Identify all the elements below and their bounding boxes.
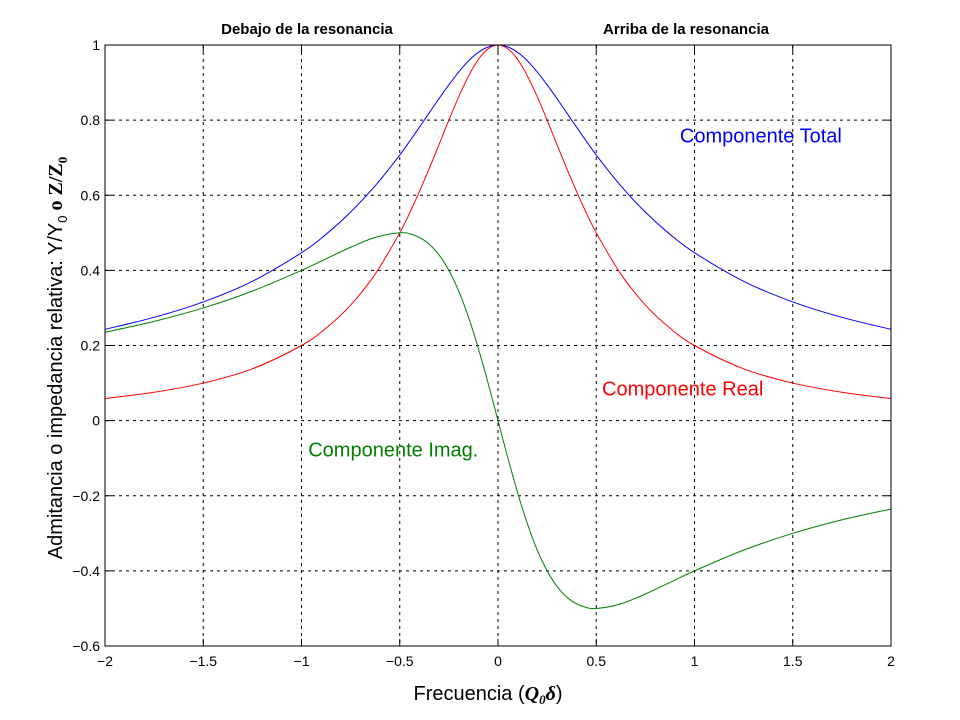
y-axis-label-prefix: Admitancia o impedancia relativa: Y/Y: [45, 223, 67, 559]
x-tick-label-0: 0: [494, 653, 502, 669]
x-axis-label-delta: δ: [546, 683, 556, 705]
x-tick-label-0-5: −0.5: [386, 653, 414, 669]
y-tick-label-0-6: −0.6: [72, 638, 100, 654]
x-tick-label-1: −1: [294, 653, 310, 669]
x-tick-label-1: 1: [691, 653, 699, 669]
x-tick-label-2: −2: [97, 653, 113, 669]
x-axis-label-subscript: 0: [539, 692, 546, 707]
top-label-left: Debajo de la resonancia: [221, 21, 393, 38]
series-line-componente-imag: [104, 232, 892, 610]
y-tick-label-0-6: 0.6: [81, 187, 101, 203]
label-componente-real: Componente Real: [602, 378, 763, 400]
x-tick-label-1-5: 1.5: [783, 653, 803, 669]
y-tick-label-0-4: −0.4: [72, 563, 100, 579]
y-tick-label-1: 1: [92, 37, 100, 53]
y-axis-label-z: Z/Z: [45, 163, 67, 195]
y-axis-label-middle: o: [45, 196, 67, 216]
y-axis-label-sub2: 0: [55, 157, 70, 164]
top-label-right: Arriba de la resonancia: [603, 21, 770, 38]
y-axis-label: Admitancia o impedancia relativa: Y/Y0 o…: [45, 157, 70, 559]
plot-frame: [104, 44, 892, 647]
y-tick-label-0: 0: [92, 413, 100, 429]
y-tick-label-0-2: −0.2: [72, 488, 100, 504]
x-axis-label-prefix: Frecuencia (: [413, 683, 524, 705]
x-tick-label-1-5: −1.5: [189, 653, 217, 669]
x-axis-label: Frecuencia (Q0δ): [413, 683, 562, 707]
label-componente-imag: Componente Imag.: [308, 439, 478, 461]
y-tick-label-0-8: 0.8: [81, 112, 101, 128]
x-tick-label-2: 2: [887, 653, 895, 669]
x-axis-label-symbol: Q: [525, 683, 539, 705]
label-componente-total: Componente Total: [680, 126, 842, 148]
y-tick-label-0-4: 0.4: [81, 262, 101, 278]
y-axis-label-sub1: 0: [55, 216, 70, 223]
x-tick-label-0-5: 0.5: [587, 653, 607, 669]
annotations: Componente Total Componente Real Component…: [308, 126, 842, 462]
tick-labels: −2 −1.5 −1 −0.5 0 0.5 1 1.5 2 −0.6 −0.4 −0.2 0 0.2 0.4…: [72, 37, 895, 669]
y-tick-label-0-2: 0.2: [81, 338, 101, 354]
x-axis-label-suffix: ): [556, 683, 563, 705]
